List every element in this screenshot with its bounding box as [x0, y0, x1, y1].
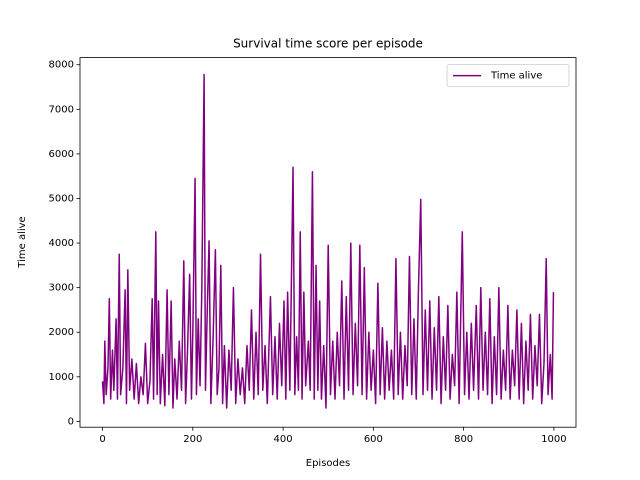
y-axis-label: Time alive [17, 216, 28, 268]
x-tick-label: 0 [99, 434, 105, 445]
x-tick-label: 1000 [541, 434, 566, 445]
y-tick-label: 4000 [49, 238, 74, 249]
legend-label: Time alive [490, 71, 542, 82]
x-axis-label: Episodes [306, 458, 350, 469]
y-tick-label: 3000 [49, 283, 74, 294]
y-tick-label: 1000 [49, 372, 74, 383]
legend-box [446, 64, 570, 87]
y-tick-label: 7000 [49, 104, 74, 115]
x-tick-label: 800 [454, 434, 473, 445]
chart-title: Survival time score per episode [233, 37, 423, 51]
x-tick-label: 600 [364, 434, 383, 445]
y-tick-label: 8000 [49, 60, 74, 71]
y-tick-label: 5000 [49, 193, 74, 204]
x-tick-label: 200 [183, 434, 202, 445]
data-line [101, 73, 555, 409]
y-tick-label: 0 [68, 416, 74, 427]
y-tick-label: 2000 [49, 327, 74, 338]
x-tick-label: 400 [274, 434, 293, 445]
y-tick-label: 6000 [49, 149, 74, 160]
axes-frame [79, 57, 577, 428]
